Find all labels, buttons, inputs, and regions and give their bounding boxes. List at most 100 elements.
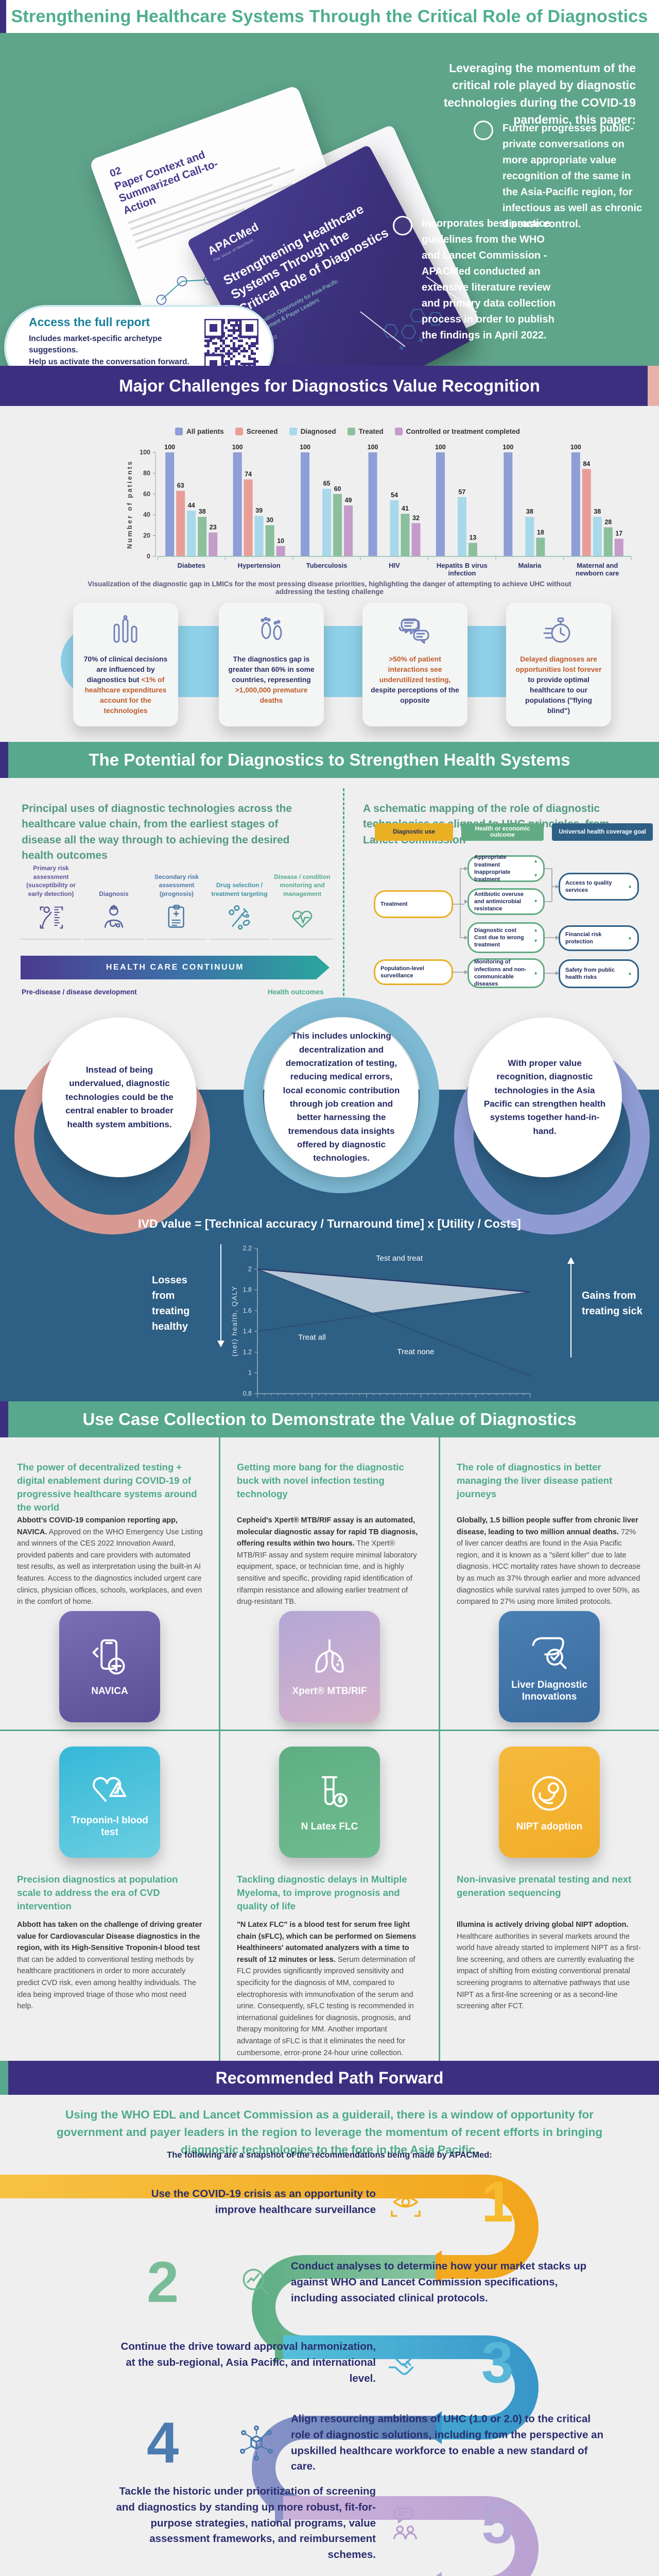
section-banner-potential: The Potential for Diagnostics to Strengt… [0, 742, 659, 778]
diagnostic-gap-chart-section: All patients Screened Diagnosed Treated Cont… [0, 406, 659, 598]
bar [504, 452, 513, 556]
stat-card: 70% of clinical decisions are influenced… [73, 603, 178, 726]
svg-text:100: 100 [570, 444, 581, 451]
stat-card: >50% of patient interactions see underut… [362, 603, 467, 726]
uhc-flowchart: Appropriate treatment ▲ Inappropriate trea… [360, 845, 654, 1010]
bar [333, 494, 342, 556]
purple-accent-strip [0, 1401, 8, 1437]
flow-node-goal: Access to quality services ▲ [559, 873, 639, 901]
bar [198, 517, 207, 556]
page-title: Strengthening Healthcare Systems Through… [11, 6, 648, 26]
svg-text:44: 44 [188, 502, 195, 509]
stat-text: The diagnostics gap is greater than 60% … [228, 655, 315, 704]
up-arrow [567, 1257, 575, 1358]
bar [276, 546, 285, 556]
continuum-stage: Diagnosis [83, 855, 144, 940]
use-case-grid: The power of decentralized testing + dig… [0, 1437, 659, 2061]
continuum-stage: Primary risk assessment (susceptibility … [21, 855, 81, 940]
recommendation-text: Conduct analyses to determine how your m… [291, 2260, 587, 2304]
potential-section: Principal uses of diagnostic technologie… [0, 778, 659, 1420]
liver-search-icon [532, 1637, 567, 1669]
svg-text:1.8: 1.8 [243, 1286, 252, 1294]
pills-syringe-icon [229, 905, 250, 930]
recommendation-number: 4 [147, 2411, 179, 2475]
stopwatch-icon [543, 617, 570, 643]
recommendation-icon-box [238, 2425, 275, 2462]
bar [468, 543, 477, 556]
svg-text:80: 80 [143, 469, 150, 477]
health-care-continuum-arrow: HEALTH CARE CONTINUUM [21, 956, 330, 979]
legend-item: Controlled or treatment completed [394, 428, 520, 435]
svg-text:38: 38 [199, 508, 206, 515]
svg-text:60: 60 [143, 490, 150, 498]
recommendations-section: Using the WHO EDL and Lancet Commission … [0, 2095, 659, 2576]
test-tube-drop-icon [321, 1776, 348, 1807]
svg-text:10: 10 [277, 537, 284, 545]
svg-text:newborn care: newborn care [576, 569, 619, 577]
bar [390, 500, 399, 556]
message-text: This includes unlocking decentralization… [283, 1031, 400, 1163]
svg-text:100: 100 [232, 444, 243, 451]
message-circle: With proper value recognition, diagnosti… [467, 1018, 622, 1177]
svg-text:1.6: 1.6 [243, 1307, 252, 1314]
bar [344, 505, 353, 556]
message-circle: Instead of being undervalued, diagnostic… [42, 1018, 197, 1177]
bar [571, 452, 580, 556]
bar [322, 488, 332, 556]
recommendation-text: Tackle the historic under prioritization… [116, 2485, 376, 2561]
section-banner-path-forward: Recommended Path Forward [0, 2061, 659, 2095]
svg-text:17: 17 [615, 530, 622, 537]
use-case-body: Abbott's COVID-19 companion reporting ap… [17, 1516, 203, 1606]
svg-text:infection: infection [448, 569, 476, 577]
chart-caption: Visualization of the diagnostic gap in L… [88, 580, 571, 596]
svg-text:100: 100 [435, 444, 446, 451]
legend-swatch [175, 428, 183, 435]
legend-item: Diagnosed [289, 428, 336, 435]
gains-label: Gains from treating sick [582, 1290, 643, 1317]
bar [187, 511, 196, 556]
continuum-stage: Drug selection / treatment targeting [209, 855, 270, 940]
badge-label: Liver Diagnostic Innovations [511, 1680, 587, 1702]
schematic-column-header: Diagnostic use [375, 823, 453, 841]
use-case-badge: Xpert® MTB/RIF [279, 1611, 380, 1722]
network-cube-icon [239, 2425, 273, 2461]
svg-text:23: 23 [210, 524, 217, 531]
stage-label: Secondary risk assessment (prognosis) [154, 873, 199, 898]
bar [536, 537, 545, 556]
badge-label: Troponin-I blood test [71, 1815, 148, 1838]
svg-text:20: 20 [143, 532, 150, 539]
bar [614, 538, 623, 556]
phone-medical-icon [92, 1639, 125, 1674]
badge-label: NAVICA [91, 1685, 128, 1697]
flow-node-outcome: Diagnostic cost ▲ Cost due to wrong treatm… [467, 922, 545, 953]
recommendation-icon-box [387, 2183, 424, 2221]
use-case-heading: The power of decentralized testing + dig… [17, 1462, 197, 1513]
schematic-column-header: Universal health coverage goal [552, 823, 653, 841]
bar [603, 527, 613, 556]
stat-cards-section: 70% of clinical decisions are influenced… [0, 598, 659, 742]
legend-swatch [235, 428, 243, 435]
recommendation-text: Continue the drive toward approval harmo… [120, 2340, 376, 2384]
bar [233, 452, 242, 556]
speech-bubbles-icon [398, 618, 429, 644]
svg-text:40: 40 [143, 511, 150, 518]
hero-section: 02 Paper Context and Summarized Call-to-… [0, 33, 659, 437]
use-case-badge: NIPT adoption [499, 1747, 600, 1858]
use-case-body: Cepheid's Xpert® MTB/RIF assay is an aut… [237, 1516, 418, 1606]
bullet-text: Further progresses public-private conver… [502, 123, 643, 230]
svg-text:18: 18 [537, 529, 544, 536]
flow-node-outcome: Antibiotic overuse and antimicrobial res… [467, 888, 545, 915]
svg-text:54: 54 [391, 492, 398, 499]
stage-label: Disease / condition monitoring and manag… [274, 873, 331, 898]
use-case-heading: Non-invasive prenatal testing and next g… [457, 1874, 632, 1898]
svg-text:13: 13 [469, 534, 476, 541]
badge-label: N Latex FLC [301, 1821, 358, 1832]
flow-node-outcome: Appropriate treatment ▲ Inappropriate trea… [467, 854, 545, 883]
losses-label: Losses from treating healthy [152, 1275, 190, 1332]
report-cover: APACMed The Voice of MedTech Strengtheni… [186, 144, 473, 437]
use-case-heading: Precision diagnostics at population scal… [17, 1874, 178, 1911]
svg-text:Maternal and: Maternal and [577, 562, 618, 569]
hex-pattern [367, 285, 463, 374]
use-case-badge: Liver Diagnostic Innovations [499, 1611, 600, 1722]
